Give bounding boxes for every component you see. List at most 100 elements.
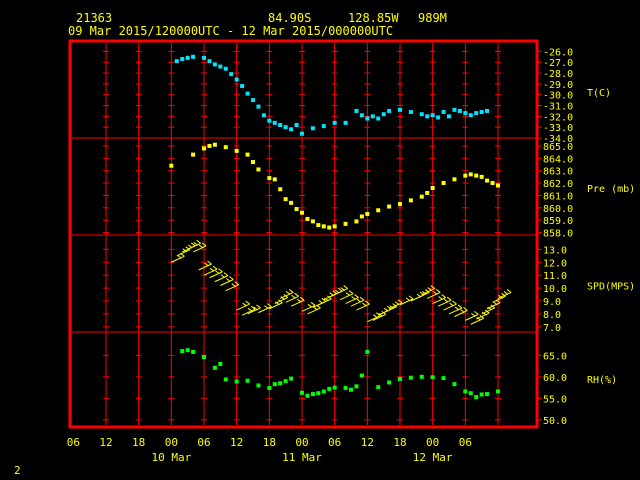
wind-barb-flag [405,297,411,302]
wind-barb-shaft [307,307,321,315]
wind-barb [203,265,218,276]
wind-barb-flag [226,278,231,282]
wind-barb-flag [264,305,269,310]
temperature-point [185,55,190,60]
wind-barb-flag [321,298,327,302]
humidity-point [496,389,500,394]
wind-barb-shaft [350,299,365,307]
wind-barb-shaft [247,307,261,315]
pressure-point [332,224,337,229]
wind-barb [399,295,414,306]
wind-barb-shaft [421,288,435,295]
x-tick-label: 18 [132,436,145,449]
x-tick-label: 06 [197,436,210,449]
wind-barb-shaft [399,298,414,306]
wind-barb-shaft [203,268,218,276]
wind-barb-flag [201,242,207,247]
humidity-point [278,381,283,386]
temperature-point [332,120,337,125]
wind-barb-shaft [497,291,512,299]
temperature-point [261,113,266,118]
wind-barb-flag [256,304,261,309]
data-layer [169,54,512,400]
x-tick-label: 06 [328,436,341,449]
humidity-point [305,393,310,398]
wind-barb-flag [503,291,509,295]
wind-barb [432,294,446,305]
wind-barb-flag [296,298,302,303]
wind-barb-flag [198,244,204,249]
humidity-point [300,390,304,395]
temperature-point [180,56,185,61]
humidity-point [387,380,392,385]
elevation: 989M [418,11,447,25]
wind-barb-shaft [476,312,490,320]
wind-barb-shaft [236,303,250,311]
temperature-point [381,112,386,117]
temperature-point [289,127,294,132]
humidity-point [365,349,370,354]
wind-barb [367,312,381,323]
wind-barb [236,300,250,311]
y-tick-label: 8.0 [543,310,561,321]
wind-barb [421,285,436,295]
x-date-label: 12 Mar [413,451,453,464]
humidity-axis-label: RH(%) [587,375,617,386]
pressure-point [430,186,435,190]
temperature-point [240,84,245,89]
wind-barb-flag [408,295,414,300]
pressure-point [387,204,392,209]
wind-barb-flag [310,301,316,306]
pressure-point [223,145,228,150]
temperature-axis-label: T(C) [587,88,611,99]
wind-barb [280,289,294,299]
wind-barb-shaft [367,315,381,323]
humidity-point [218,361,223,366]
wind-barb-shaft [345,297,359,305]
wind-barb-flag [386,305,392,310]
wind-barb [209,268,223,279]
humidity-point [310,392,315,397]
pressure-point [419,194,424,199]
wind-barb-flag [332,290,338,295]
wind-barb-shaft [388,302,403,310]
wind-barb-flag [345,292,351,297]
wind-barb-flag [253,306,258,311]
wind-barb [171,252,185,263]
y-tick-label: 9.0 [543,297,561,308]
humidity-point [485,392,490,397]
wind-barb-flag [481,311,487,316]
temperature-point [479,110,484,115]
wind-barb-flag [376,312,381,317]
wind-barb-flag [193,241,198,246]
humidity-point [212,365,217,370]
longitude: 128.85W [348,11,399,25]
y-tick-label: -26.0 [543,47,573,58]
wind-barb [225,281,240,292]
wind-barb [220,276,234,286]
wind-barb-flag [242,302,247,307]
y-tick-label: -34.0 [543,134,573,145]
wind-barb-shaft [220,279,234,286]
wind-barb-flag [476,316,482,321]
pressure-point [474,173,479,178]
wind-barb-flag [340,287,345,291]
wind-barb-flag [397,299,403,304]
pressure-point [300,210,304,215]
wind-barb-flag [267,303,272,308]
x-tick-label: 12 [99,436,112,449]
humidity-point [316,391,321,396]
wind-barb [290,296,305,307]
x-tick-label: 12 [361,436,374,449]
y-tick-label: -32.0 [543,112,573,123]
wind-barb-shaft [356,303,370,311]
pressure-point [479,174,484,179]
wind-barb-shaft [198,263,212,271]
humidity-point [468,391,473,396]
temperature-point [251,98,255,103]
wind-barb-shaft [280,291,294,299]
wind-barb-shaft [470,317,484,325]
wind-barb-shaft [448,307,463,315]
wind-barb-shaft [443,303,457,311]
pressure-point [408,198,413,203]
